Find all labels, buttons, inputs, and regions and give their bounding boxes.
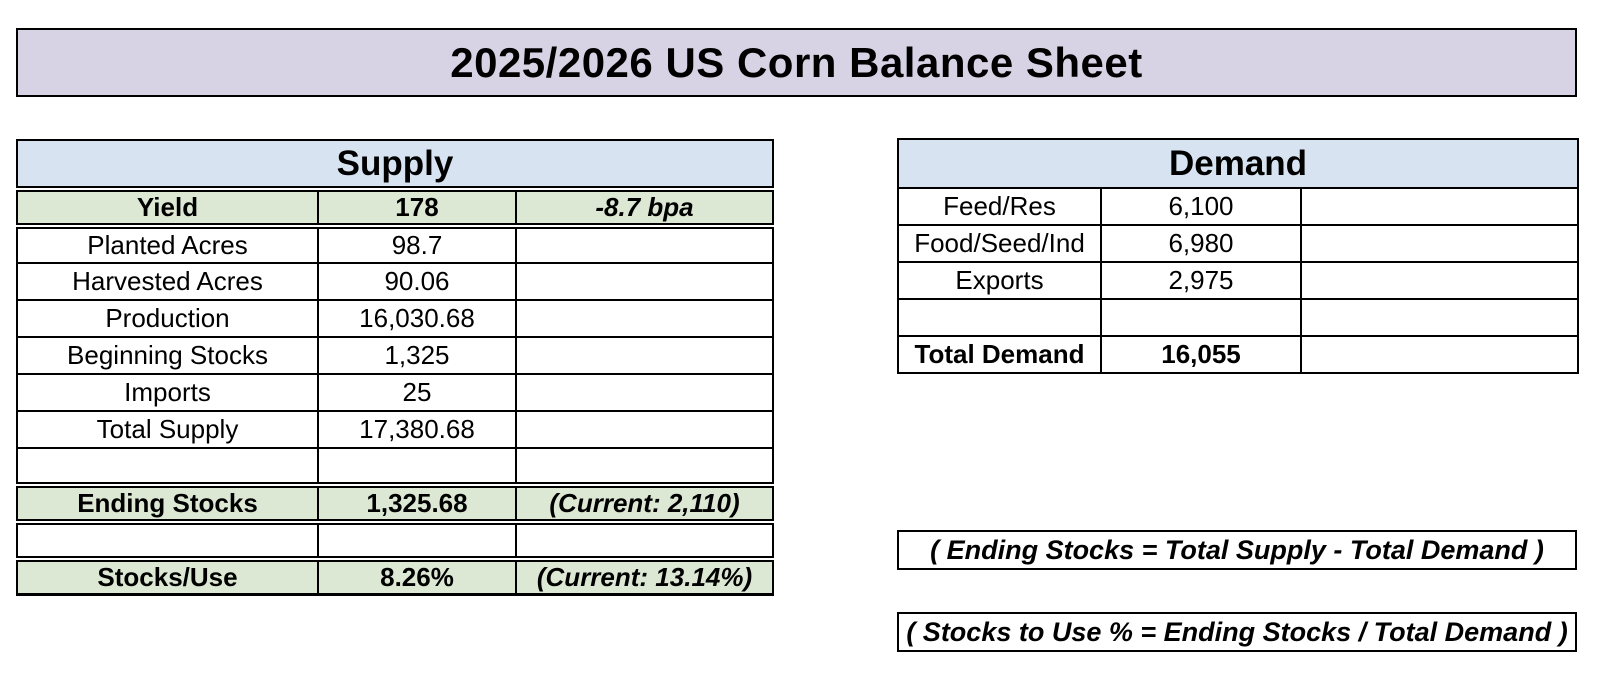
cell-food-seed-ind-note[interactable] (1299, 224, 1580, 263)
supply-row-empty-2 (16, 521, 775, 560)
supply-row-harvested-acres: Harvested Acres 90.06 (16, 262, 775, 301)
demand-row-feed-res: Feed/Res 6,100 (897, 187, 1580, 226)
supply-row-yield: Yield 178 -8.7 bpa (16, 186, 775, 229)
cell-demand-empty1-value[interactable] (1100, 298, 1302, 337)
cell-yield-note[interactable]: -8.7 bpa (514, 186, 775, 229)
cell-planted-acres-label[interactable]: Planted Acres (16, 225, 319, 264)
cell-demand-empty1-note[interactable] (1299, 298, 1580, 337)
cell-imports-label[interactable]: Imports (16, 373, 319, 412)
cell-total-supply-value[interactable]: 17,380.68 (317, 410, 517, 449)
cell-yield-label[interactable]: Yield (16, 186, 319, 229)
cell-total-demand-label[interactable]: Total Demand (897, 335, 1102, 374)
supply-row-empty-1 (16, 447, 775, 486)
cell-imports-value[interactable]: 25 (317, 373, 517, 412)
supply-row-total-supply: Total Supply 17,380.68 (16, 410, 775, 449)
cell-stocks-use-note[interactable]: (Current: 13.14%) (514, 556, 775, 596)
supply-row-stocks-use: Stocks/Use 8.26% (Current: 13.14%) (16, 556, 775, 596)
cell-beginning-stocks-value[interactable]: 1,325 (317, 336, 517, 375)
cell-feed-res-note[interactable] (1299, 187, 1580, 226)
demand-row-total-demand: Total Demand 16,055 (897, 335, 1580, 374)
cell-harvested-acres-value[interactable]: 90.06 (317, 262, 517, 301)
cell-production-label[interactable]: Production (16, 299, 319, 338)
demand-header-cell[interactable]: Demand (896, 138, 1580, 189)
cell-stocks-use-label[interactable]: Stocks/Use (16, 556, 319, 596)
cell-yield-value[interactable]: 178 (317, 186, 517, 229)
ending-stocks-formula-note: ( Ending Stocks = Total Supply - Total D… (897, 530, 1577, 570)
supply-header-cell[interactable]: Supply (15, 139, 775, 190)
cell-ending-stocks-label[interactable]: Ending Stocks (16, 482, 319, 525)
cell-exports-value[interactable]: 2,975 (1100, 261, 1302, 300)
supply-row-planted-acres: Planted Acres 98.7 (16, 225, 775, 264)
cell-supply-empty2-note[interactable] (514, 521, 775, 560)
cell-beginning-stocks-label[interactable]: Beginning Stocks (16, 336, 319, 375)
cell-total-supply-label[interactable]: Total Supply (16, 410, 319, 449)
cell-harvested-acres-label[interactable]: Harvested Acres (16, 262, 319, 301)
cell-feed-res-value[interactable]: 6,100 (1100, 187, 1302, 226)
cell-total-demand-value[interactable]: 16,055 (1100, 335, 1302, 374)
cell-total-supply-note[interactable] (514, 410, 775, 449)
cell-supply-empty2-label[interactable] (16, 521, 319, 560)
supply-header-row: Supply (15, 139, 775, 190)
cell-food-seed-ind-label[interactable]: Food/Seed/Ind (897, 224, 1102, 263)
demand-table: Demand Feed/Res 6,100 Food/Seed/Ind 6,98… (896, 138, 1580, 374)
cell-exports-label[interactable]: Exports (897, 261, 1102, 300)
supply-table: Supply Yield 178 -8.7 bpa Planted Acres … (15, 139, 775, 596)
demand-header-row: Demand (896, 138, 1580, 189)
supply-row-production: Production 16,030.68 (16, 299, 775, 338)
demand-row-food-seed-ind: Food/Seed/Ind 6,980 (897, 224, 1580, 263)
cell-supply-empty1-note[interactable] (514, 447, 775, 486)
cell-food-seed-ind-value[interactable]: 6,980 (1100, 224, 1302, 263)
cell-production-note[interactable] (514, 299, 775, 338)
demand-row-exports: Exports 2,975 (897, 261, 1580, 300)
demand-row-empty-1 (897, 298, 1580, 337)
supply-row-beginning-stocks: Beginning Stocks 1,325 (16, 336, 775, 375)
cell-ending-stocks-note[interactable]: (Current: 2,110) (514, 482, 775, 525)
cell-exports-note[interactable] (1299, 261, 1580, 300)
cell-harvested-acres-note[interactable] (514, 262, 775, 301)
cell-ending-stocks-value[interactable]: 1,325.68 (317, 482, 517, 525)
stocks-to-use-formula-note: ( Stocks to Use % = Ending Stocks / Tota… (897, 612, 1577, 652)
cell-feed-res-label[interactable]: Feed/Res (897, 187, 1102, 226)
cell-planted-acres-note[interactable] (514, 225, 775, 264)
cell-beginning-stocks-note[interactable] (514, 336, 775, 375)
cell-total-demand-note[interactable] (1299, 335, 1580, 374)
cell-supply-empty1-value[interactable] (317, 447, 517, 486)
cell-supply-empty1-label[interactable] (16, 447, 319, 486)
cell-demand-empty1-label[interactable] (897, 298, 1102, 337)
cell-stocks-use-value[interactable]: 8.26% (317, 556, 517, 596)
sheet-title: 2025/2026 US Corn Balance Sheet (16, 28, 1577, 97)
cell-planted-acres-value[interactable]: 98.7 (317, 225, 517, 264)
cell-imports-note[interactable] (514, 373, 775, 412)
supply-row-imports: Imports 25 (16, 373, 775, 412)
cell-production-value[interactable]: 16,030.68 (317, 299, 517, 338)
supply-row-ending-stocks: Ending Stocks 1,325.68 (Current: 2,110) (16, 482, 775, 525)
cell-supply-empty2-value[interactable] (317, 521, 517, 560)
